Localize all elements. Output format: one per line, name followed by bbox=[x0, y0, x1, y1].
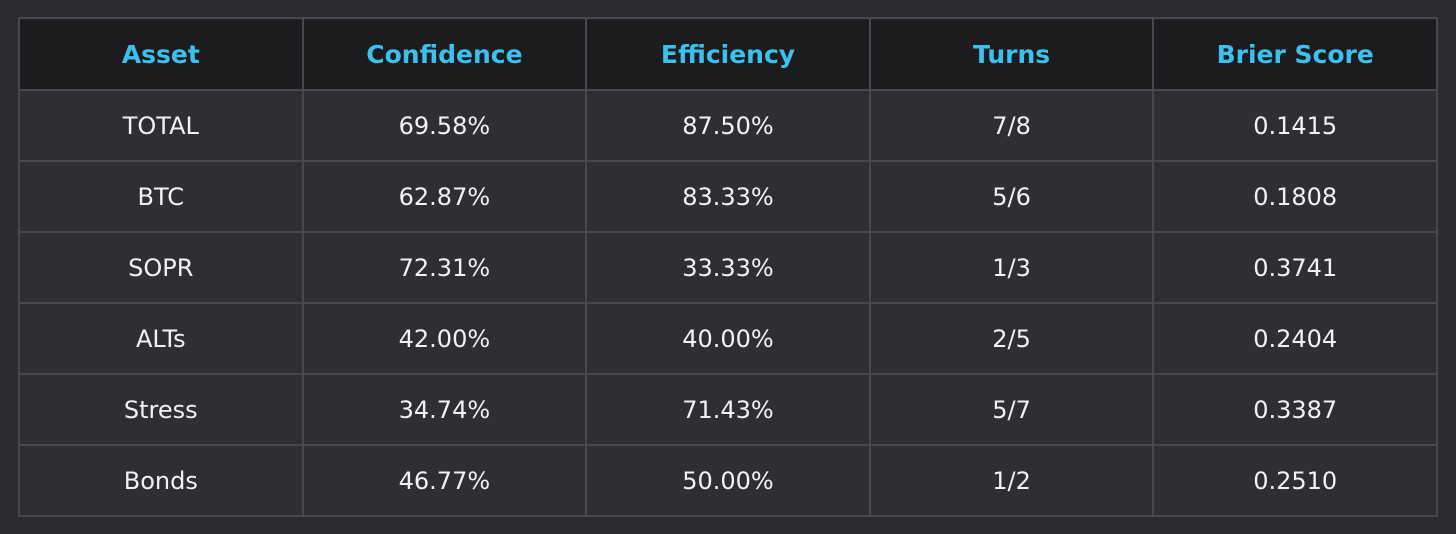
cell-asset: Bonds bbox=[18, 444, 304, 517]
cell-turns: 1/3 bbox=[868, 231, 1155, 304]
header-turns: Turns bbox=[868, 17, 1155, 91]
cell-turns: 5/6 bbox=[868, 160, 1155, 233]
cell-confidence: 69.58% bbox=[301, 89, 588, 162]
cell-efficiency: 87.50% bbox=[585, 89, 871, 162]
header-brier-score: Brier Score bbox=[1152, 17, 1438, 91]
cell-asset: BTC bbox=[18, 160, 304, 233]
cell-efficiency: 40.00% bbox=[585, 302, 871, 375]
table-row: Bonds 46.77% 50.00% 1/2 0.2510 bbox=[18, 444, 1438, 517]
cell-brier-score: 0.2404 bbox=[1152, 302, 1438, 375]
cell-brier-score: 0.3741 bbox=[1152, 231, 1438, 304]
cell-turns: 7/8 bbox=[868, 89, 1155, 162]
cell-asset: TOTAL bbox=[18, 89, 304, 162]
cell-brier-score: 0.1415 bbox=[1152, 89, 1438, 162]
cell-brier-score: 0.1808 bbox=[1152, 160, 1438, 233]
cell-confidence: 42.00% bbox=[301, 302, 588, 375]
header-efficiency: Efficiency bbox=[585, 17, 871, 91]
cell-confidence: 72.31% bbox=[301, 231, 588, 304]
header-asset: Asset bbox=[18, 17, 304, 91]
table-row: SOPR 72.31% 33.33% 1/3 0.3741 bbox=[18, 231, 1438, 304]
cell-efficiency: 71.43% bbox=[585, 373, 871, 446]
cell-confidence: 46.77% bbox=[301, 444, 588, 517]
cell-efficiency: 33.33% bbox=[585, 231, 871, 304]
cell-asset: Stress bbox=[18, 373, 304, 446]
table-row: Stress 34.74% 71.43% 5/7 0.3387 bbox=[18, 373, 1438, 446]
cell-asset: SOPR bbox=[18, 231, 304, 304]
cell-turns: 5/7 bbox=[868, 373, 1155, 446]
header-row: Asset Confidence Efficiency Turns Brier … bbox=[18, 17, 1438, 91]
table-row: TOTAL 69.58% 87.50% 7/8 0.1415 bbox=[18, 89, 1438, 162]
cell-efficiency: 50.00% bbox=[585, 444, 871, 517]
cell-confidence: 62.87% bbox=[301, 160, 588, 233]
header-confidence: Confidence bbox=[301, 17, 588, 91]
cell-brier-score: 0.2510 bbox=[1152, 444, 1438, 517]
cell-confidence: 34.74% bbox=[301, 373, 588, 446]
asset-table: Asset Confidence Efficiency Turns Brier … bbox=[18, 17, 1438, 517]
cell-asset: ALTs bbox=[18, 302, 304, 375]
cell-efficiency: 83.33% bbox=[585, 160, 871, 233]
asset-table-container: Asset Confidence Efficiency Turns Brier … bbox=[18, 17, 1438, 517]
cell-turns: 1/2 bbox=[868, 444, 1155, 517]
cell-brier-score: 0.3387 bbox=[1152, 373, 1438, 446]
cell-turns: 2/5 bbox=[868, 302, 1155, 375]
table-row: BTC 62.87% 83.33% 5/6 0.1808 bbox=[18, 160, 1438, 233]
table-row: ALTs 42.00% 40.00% 2/5 0.2404 bbox=[18, 302, 1438, 375]
